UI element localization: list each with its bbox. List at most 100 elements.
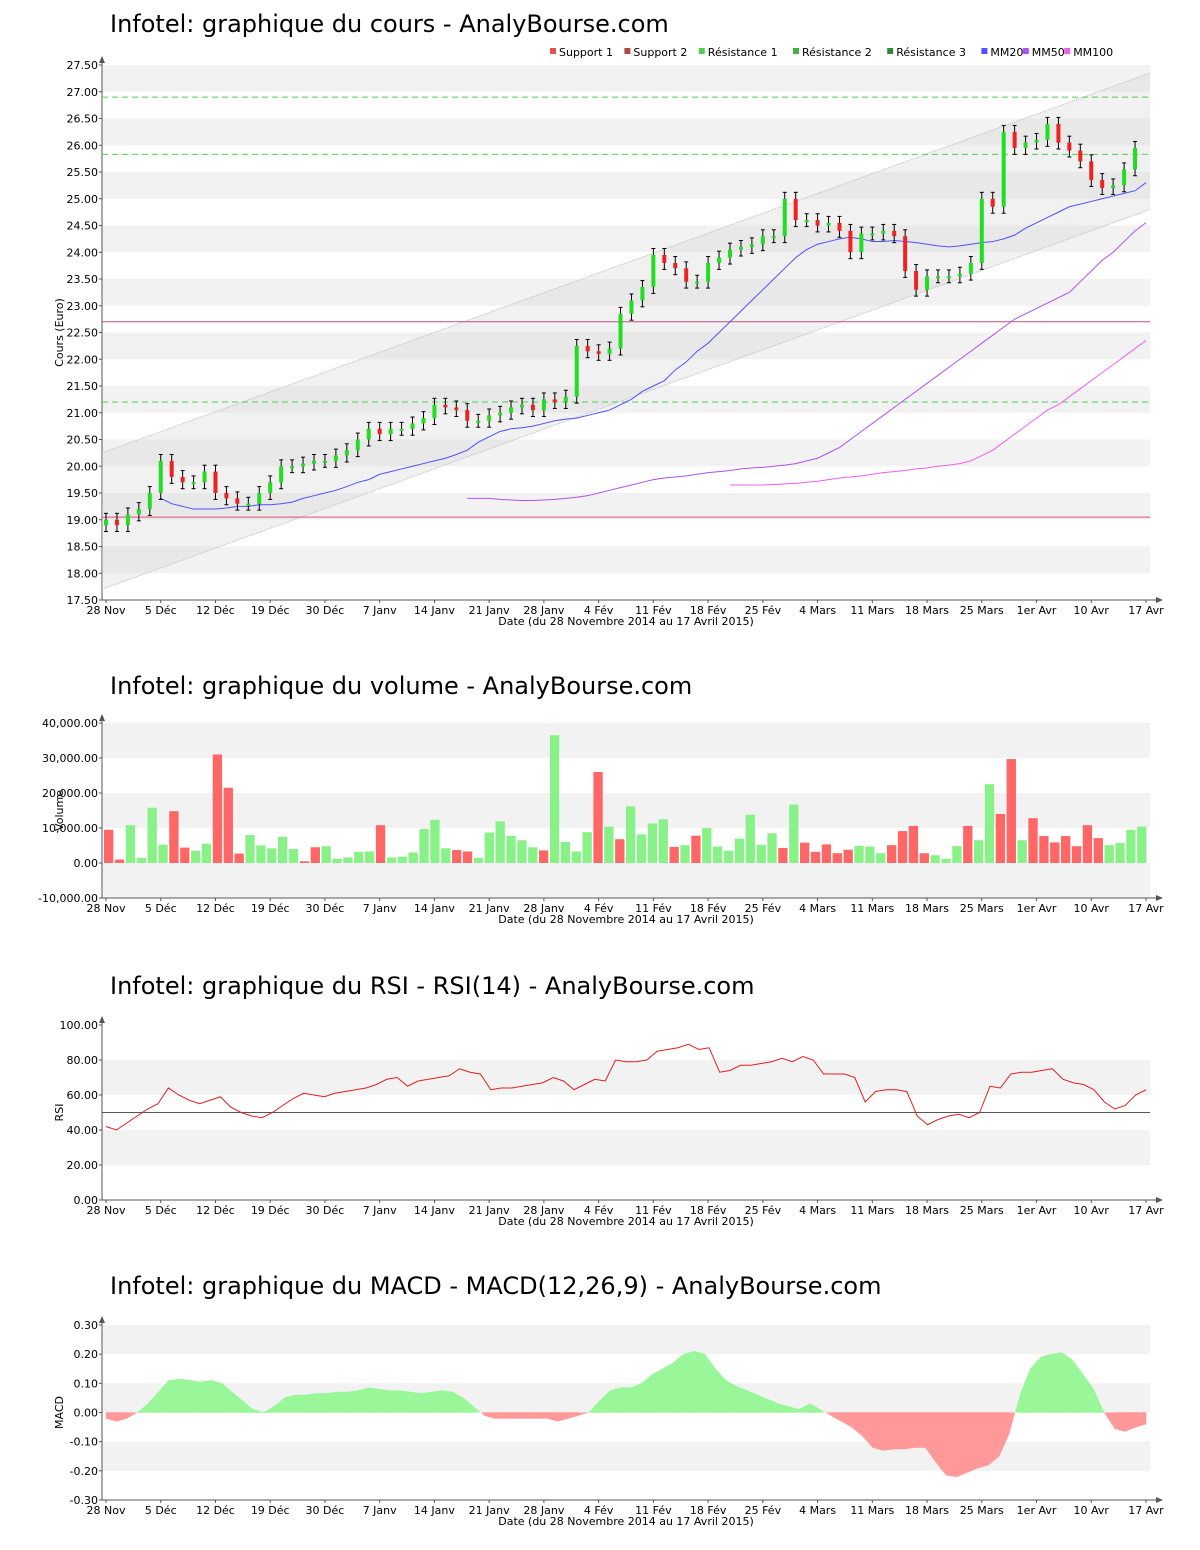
x-tick-label: 12 Déc xyxy=(196,1204,235,1217)
y-tick-label: 20.50 xyxy=(67,434,99,447)
volume-bar xyxy=(1061,836,1071,863)
volume-bar xyxy=(332,858,342,863)
x-tick-label: 11 Mars xyxy=(850,1504,894,1517)
x-tick-label: 10 Avr xyxy=(1074,1204,1110,1217)
volume-bar xyxy=(1050,842,1060,863)
volume-bar xyxy=(941,858,951,863)
grid-band xyxy=(102,118,1150,146)
volume-bar xyxy=(375,825,386,863)
macd-area-segment xyxy=(536,1412,548,1419)
macd-area-segment xyxy=(336,1391,348,1413)
x-tick-label: 25 Mars xyxy=(960,1204,1004,1217)
candle-body xyxy=(881,230,886,234)
y-axis-arrow xyxy=(99,714,105,721)
grid-band xyxy=(102,65,1150,92)
candle-body xyxy=(246,503,251,506)
price-chart-block: Infotel: graphique du cours - AnalyBours… xyxy=(0,0,1200,640)
candle-body xyxy=(1056,123,1061,143)
candle-body xyxy=(925,276,930,290)
candle-body xyxy=(509,407,514,413)
macd-area-segment xyxy=(525,1412,538,1419)
volume-bar xyxy=(299,861,310,863)
x-tick-label: 21 Janv xyxy=(469,604,510,617)
x-tick-label: 30 Déc xyxy=(306,1204,345,1217)
volume-bar xyxy=(278,836,288,863)
candle-body xyxy=(125,514,130,526)
legend-label: MM20 xyxy=(990,46,1023,59)
x-tick-label: 14 Janv xyxy=(414,604,455,617)
price-chart: 17.50 18.00 18.50 19.00 19.50 20.00 20.50 21.00… xyxy=(53,46,1164,628)
volume-bar xyxy=(201,843,212,863)
macd-area-segment xyxy=(672,1353,685,1413)
candle-body xyxy=(837,222,842,231)
macd-area-segment xyxy=(693,1350,706,1413)
y-tick-label: 20.00 xyxy=(67,1159,99,1172)
volume-bar xyxy=(397,856,407,863)
macd-area-segment xyxy=(483,1412,495,1419)
candle-body xyxy=(760,236,765,245)
macd-area-segment xyxy=(315,1393,327,1413)
macd-area-segment xyxy=(179,1378,191,1413)
legend-label: Résistance 3 xyxy=(896,46,966,59)
macd-area-segment xyxy=(305,1393,317,1413)
macd-area-segment xyxy=(473,1406,481,1413)
volume-bar xyxy=(1006,759,1016,863)
candle-body xyxy=(476,420,481,423)
x-tick-label: 21 Janv xyxy=(469,1204,510,1217)
grid-band xyxy=(102,172,1150,199)
candle-body xyxy=(355,439,360,451)
x-tick-label: 4 Mars xyxy=(799,1204,836,1217)
volume-bar xyxy=(604,826,614,863)
y-tick-label: 60.00 xyxy=(67,1089,99,1102)
x-axis-arrow xyxy=(1156,1197,1163,1203)
candle-body xyxy=(651,254,656,288)
volume-bar xyxy=(843,849,853,863)
volume-bar xyxy=(974,840,984,863)
macd-area-segment xyxy=(420,1391,432,1413)
candle-body xyxy=(749,244,754,247)
x-tick-label: 28 Janv xyxy=(523,604,564,617)
x-tick-label: 1er Avr xyxy=(1017,604,1057,617)
y-tick-label: 40,000.00 xyxy=(42,717,98,730)
volume-bar xyxy=(495,821,505,863)
y-tick-label: 40.00 xyxy=(67,1124,99,1137)
macd-area-segment xyxy=(1114,1412,1126,1432)
volume-bar xyxy=(234,853,244,863)
x-tick-label: 25 Mars xyxy=(960,1504,1004,1517)
candle-body xyxy=(169,460,174,477)
y-axis-arrow xyxy=(99,56,105,63)
legend-label: MM50 xyxy=(1032,46,1065,59)
macd-area-segment xyxy=(567,1412,580,1419)
x-tick-label: 11 Mars xyxy=(850,902,894,915)
rsi-line xyxy=(105,1043,1147,1131)
x-tick-label: 25 Fév xyxy=(745,604,782,617)
macd-area-segment xyxy=(1051,1352,1063,1413)
volume-bar xyxy=(354,851,364,863)
legend-label: Résistance 2 xyxy=(802,46,872,59)
volume-bar xyxy=(462,851,473,863)
volume-bar xyxy=(517,840,527,863)
x-axis-arrow xyxy=(1156,895,1163,901)
volume-bar xyxy=(267,848,277,863)
volume-bar xyxy=(430,819,440,863)
candle-body xyxy=(158,460,163,493)
volume-bar xyxy=(343,857,353,863)
candle-body xyxy=(903,236,908,271)
y-tick-label: 27.50 xyxy=(67,59,99,72)
y-tick-label: 23.50 xyxy=(67,273,99,286)
candle-body xyxy=(574,345,579,397)
volume-chart-title: Infotel: graphique du volume - AnalyBour… xyxy=(110,672,693,700)
channel-upper-line xyxy=(101,72,1151,454)
y-axis-label: Cours (Euro) xyxy=(53,298,66,367)
x-tick-label: 4 Fév xyxy=(584,902,614,915)
candle-body xyxy=(377,428,382,435)
x-tick-label: 18 Fév xyxy=(690,1504,727,1517)
candle-body xyxy=(213,471,218,493)
x-tick-label: 21 Janv xyxy=(469,1504,510,1517)
candle-body xyxy=(344,450,349,456)
volume-bar xyxy=(560,842,571,863)
x-tick-label: 28 Janv xyxy=(523,902,564,915)
macd-area-segment xyxy=(368,1387,380,1413)
x-tick-label: 4 Fév xyxy=(584,604,614,617)
volume-bar xyxy=(723,850,734,863)
